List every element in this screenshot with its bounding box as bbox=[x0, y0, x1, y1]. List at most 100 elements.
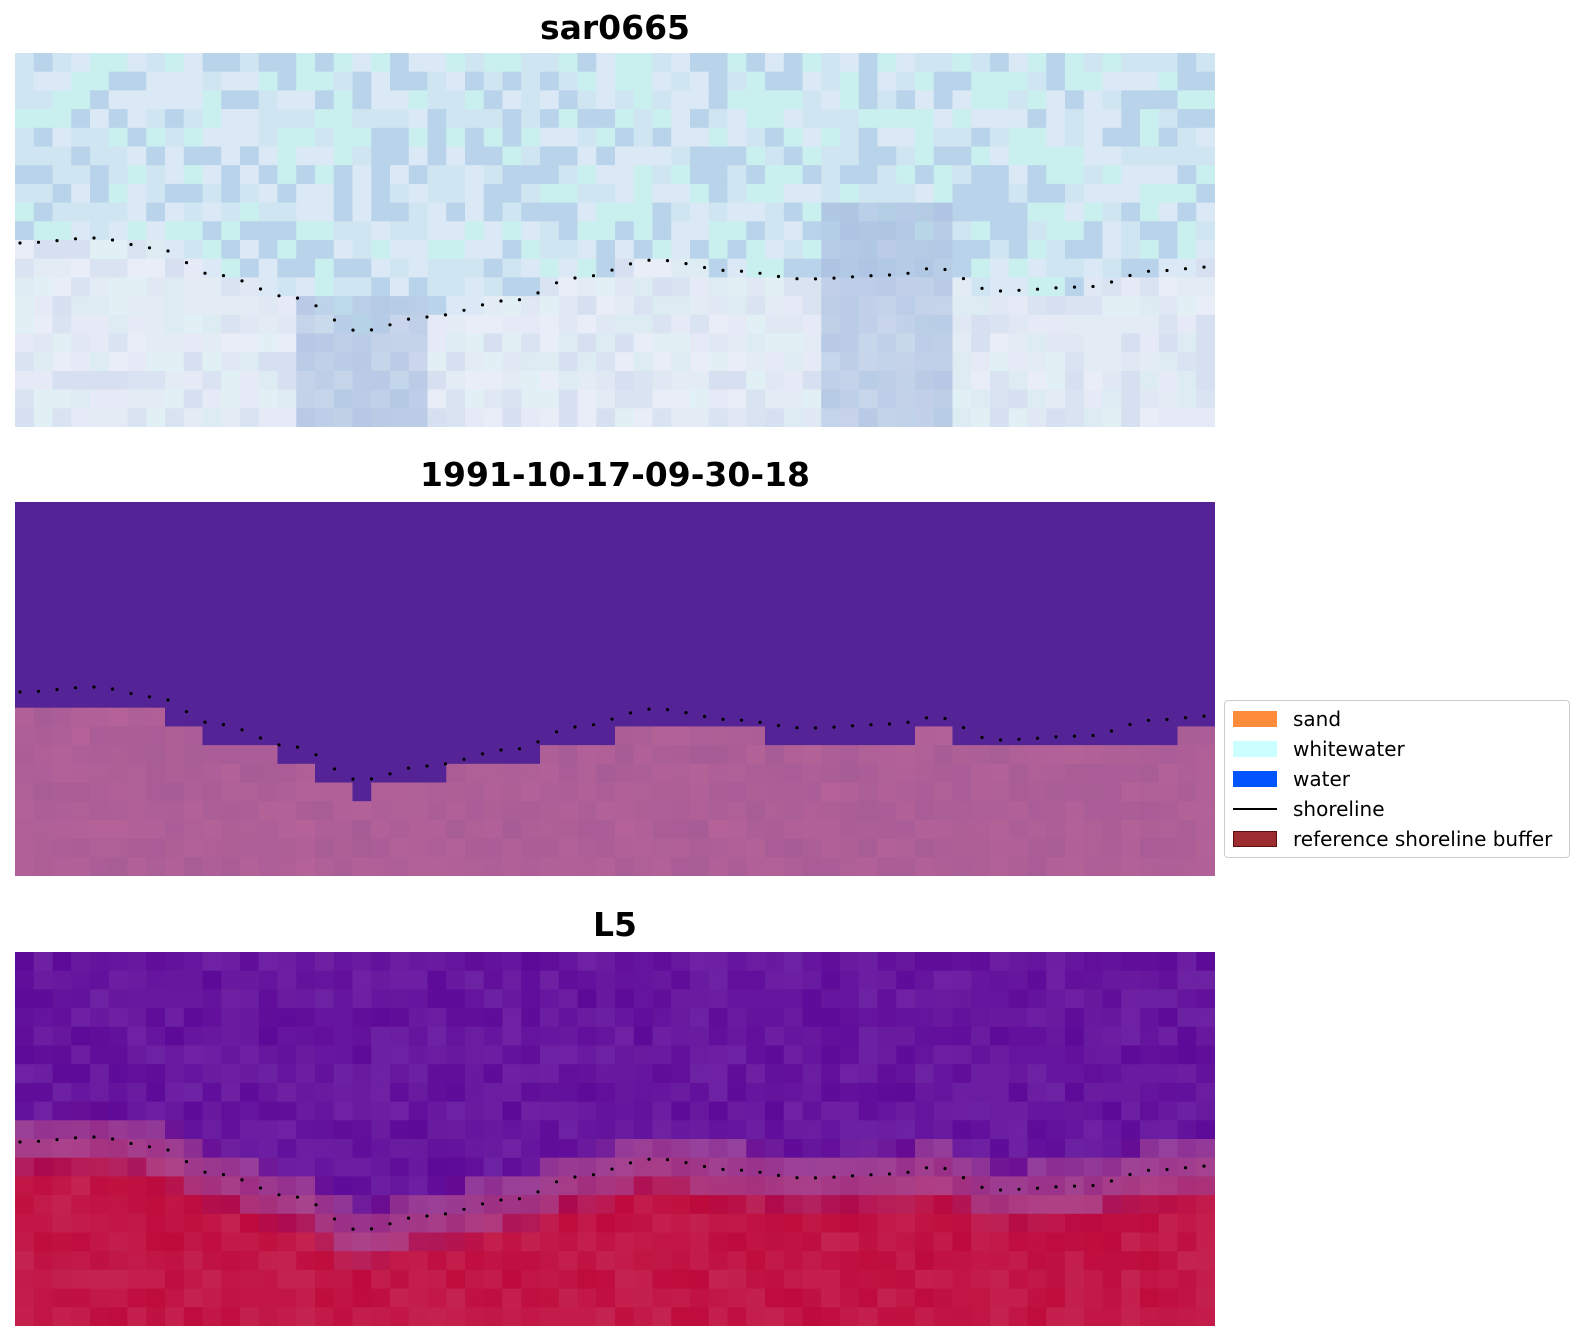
class-pixel bbox=[465, 745, 485, 765]
class-pixel bbox=[877, 502, 897, 522]
sar-pixel bbox=[896, 314, 916, 335]
class-pixel bbox=[802, 670, 822, 690]
index-pixel bbox=[1177, 1176, 1197, 1196]
sar-pixel bbox=[821, 165, 841, 185]
index-pixel bbox=[90, 1008, 110, 1028]
class-pixel bbox=[577, 502, 597, 522]
sar-pixel bbox=[952, 408, 972, 427]
index-pixel bbox=[183, 1176, 204, 1196]
class-pixel bbox=[483, 857, 504, 876]
legend-item-shoreline: shoreline bbox=[1233, 797, 1385, 821]
shoreline-point bbox=[1202, 1164, 1206, 1168]
sar-pixel bbox=[990, 314, 1010, 335]
sar-pixel bbox=[71, 202, 91, 222]
class-pixel bbox=[352, 539, 372, 559]
index-pixel bbox=[465, 1251, 485, 1271]
class-pixel bbox=[333, 801, 354, 821]
shoreline-point bbox=[1091, 733, 1095, 738]
sar-pixel bbox=[971, 146, 991, 166]
class-pixel bbox=[258, 801, 279, 821]
index-pixel bbox=[821, 1195, 841, 1215]
index-pixel bbox=[483, 1157, 504, 1177]
index-pixel bbox=[315, 1026, 335, 1047]
sar-pixel bbox=[727, 109, 747, 129]
sar-pixel bbox=[108, 277, 129, 297]
sar-pixel bbox=[240, 296, 260, 316]
index-pixel bbox=[615, 1139, 635, 1159]
class-pixel bbox=[165, 801, 185, 821]
class-pixel bbox=[52, 707, 72, 727]
index-pixel bbox=[146, 1139, 166, 1159]
class-pixel bbox=[521, 595, 541, 615]
class-pixel bbox=[971, 801, 991, 821]
sar-pixel bbox=[352, 370, 372, 391]
sar-pixel bbox=[915, 202, 935, 222]
class-pixel bbox=[390, 782, 410, 802]
class-pixel bbox=[221, 670, 241, 690]
class-pixel bbox=[502, 670, 522, 690]
index-pixel bbox=[1083, 1045, 1104, 1065]
class-pixel bbox=[1158, 782, 1179, 802]
index-pixel bbox=[258, 1269, 279, 1290]
index-pixel bbox=[1140, 1269, 1160, 1290]
index-pixel bbox=[652, 952, 672, 972]
sar-pixel bbox=[1158, 127, 1179, 148]
index-pixel bbox=[633, 1176, 654, 1196]
index-pixel bbox=[446, 1195, 466, 1215]
class-pixel bbox=[990, 726, 1010, 746]
index-pixel bbox=[52, 1064, 72, 1084]
class-pixel bbox=[258, 632, 279, 653]
index-pixel bbox=[146, 952, 166, 972]
class-pixel bbox=[821, 801, 841, 821]
class-pixel bbox=[108, 595, 129, 615]
sar-pixel bbox=[108, 221, 129, 241]
index-pixel bbox=[971, 1213, 991, 1234]
index-pixel bbox=[202, 1269, 222, 1290]
sar-pixel bbox=[821, 352, 841, 372]
index-pixel bbox=[71, 1232, 91, 1252]
class-pixel bbox=[315, 651, 335, 671]
sar-pixel bbox=[15, 352, 35, 372]
index-pixel bbox=[671, 989, 691, 1009]
sar-pixel bbox=[596, 127, 616, 148]
sar-pixel bbox=[596, 71, 616, 91]
sar-pixel bbox=[877, 240, 897, 260]
class-pixel bbox=[671, 801, 691, 821]
sar-pixel bbox=[183, 53, 204, 73]
class-pixel bbox=[296, 614, 316, 634]
index-pixel bbox=[690, 1213, 710, 1234]
sar-pixel bbox=[1046, 258, 1066, 278]
sar-pixel bbox=[915, 389, 935, 409]
sar-pixel bbox=[446, 296, 466, 316]
class-pixel bbox=[708, 651, 729, 671]
sar-pixel bbox=[690, 258, 710, 278]
index-pixel bbox=[502, 1269, 522, 1290]
class-pixel bbox=[240, 651, 260, 671]
index-pixel bbox=[1140, 970, 1160, 990]
sar-pixel bbox=[446, 146, 466, 166]
sar-pixel bbox=[1158, 352, 1179, 372]
sar-pixel bbox=[596, 90, 616, 110]
index-pixel bbox=[783, 1064, 804, 1084]
index-pixel bbox=[558, 1064, 579, 1084]
sar-pixel bbox=[783, 370, 804, 391]
shoreline-point bbox=[795, 726, 799, 730]
sar-pixel bbox=[1158, 90, 1179, 110]
class-pixel bbox=[615, 745, 635, 765]
index-pixel bbox=[90, 1251, 110, 1271]
sar-pixel bbox=[540, 333, 560, 353]
sar-pixel bbox=[540, 165, 560, 185]
class-pixel bbox=[765, 539, 785, 559]
class-pixel bbox=[727, 502, 747, 522]
class-pixel bbox=[296, 539, 316, 559]
class-pixel bbox=[990, 857, 1010, 876]
class-pixel bbox=[1065, 857, 1085, 876]
class-pixel bbox=[708, 539, 729, 559]
class-pixel bbox=[521, 819, 541, 840]
index-pixel bbox=[746, 1139, 766, 1159]
sar-pixel bbox=[802, 183, 822, 204]
sar-pixel bbox=[296, 258, 316, 278]
class-pixel bbox=[1008, 819, 1029, 840]
sar-pixel bbox=[1140, 333, 1160, 353]
index-pixel bbox=[1065, 1307, 1085, 1326]
